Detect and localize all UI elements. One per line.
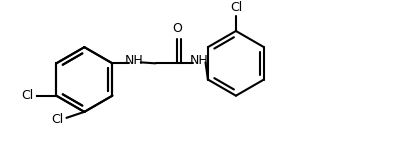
Text: Cl: Cl — [21, 89, 33, 102]
Text: Cl: Cl — [51, 113, 63, 126]
Text: Cl: Cl — [230, 1, 242, 14]
Text: NH: NH — [189, 54, 208, 67]
Text: NH: NH — [125, 54, 143, 67]
Text: O: O — [172, 22, 182, 34]
